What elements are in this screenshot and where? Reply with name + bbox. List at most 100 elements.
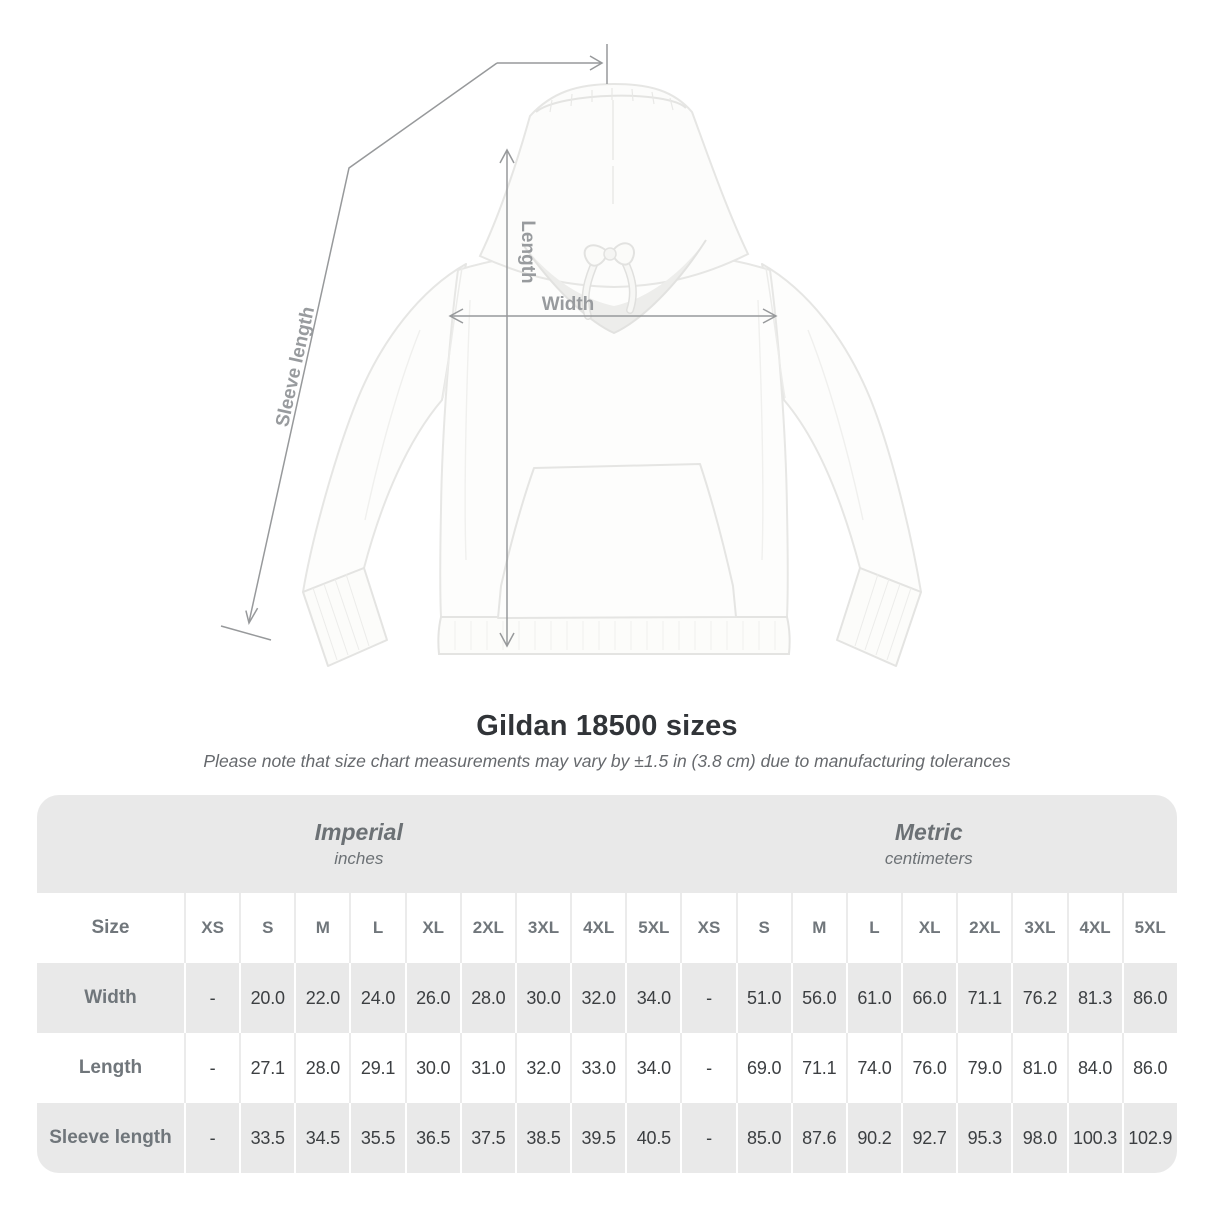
cell: 20.0 [239, 963, 294, 1033]
cell: 86.0 [1121, 963, 1177, 1033]
table-row-sleeve-length: Sleeve length - 33.5 34.5 35.5 36.5 37.5… [37, 1103, 1177, 1173]
cell: - [680, 963, 735, 1033]
size-col-header: XL [901, 893, 956, 963]
size-col-header: XL [404, 893, 460, 963]
cell: 71.1 [956, 963, 1011, 1033]
size-col-header: 4XL [570, 893, 625, 963]
cell: 27.1 [239, 1033, 294, 1103]
cell: 22.0 [294, 963, 349, 1033]
cell: 32.0 [514, 1033, 570, 1103]
cell: 81.0 [1011, 1033, 1066, 1103]
cell: 31.0 [459, 1033, 515, 1103]
cell: 86.0 [1121, 1033, 1177, 1103]
size-col-header: 3XL [514, 893, 570, 963]
cell: 84.0 [1066, 1033, 1122, 1103]
cell: 98.0 [1011, 1103, 1066, 1173]
hoodie-diagram-svg: Length Width Sleeve length [220, 44, 922, 667]
cell: 39.5 [570, 1103, 625, 1173]
cell: 35.5 [349, 1103, 404, 1173]
cell: - [184, 1103, 239, 1173]
cell: - [184, 963, 239, 1033]
sleeve-length-arrow [220, 44, 608, 641]
size-col-header: 3XL [1011, 893, 1066, 963]
length-label: Length [517, 220, 538, 283]
cell: 36.5 [404, 1103, 460, 1173]
cell: - [680, 1103, 735, 1173]
cell: 34.0 [625, 1033, 680, 1103]
table-row-length: Length - 27.1 28.0 29.1 30.0 31.0 32.0 3… [37, 1033, 1177, 1103]
size-col-header: 2XL [956, 893, 1011, 963]
metric-header: Metric centimeters [681, 795, 1177, 893]
cell: 76.0 [901, 1033, 956, 1103]
metric-subtitle: centimeters [884, 849, 973, 868]
hoodie-illustration [302, 82, 922, 667]
cell: 102.9 [1121, 1103, 1177, 1173]
tolerance-note: Please note that size chart measurements… [203, 751, 1011, 771]
cell: 40.5 [625, 1103, 680, 1173]
cell: 33.5 [239, 1103, 294, 1173]
cell: 28.0 [294, 1033, 349, 1103]
metric-title: Metric [894, 819, 963, 845]
size-col-header: M [790, 893, 846, 963]
cell: 66.0 [901, 963, 956, 1033]
cell: 69.0 [735, 1033, 791, 1103]
cell: 34.5 [294, 1103, 349, 1173]
units-header-row: Imperial inches Metric centimeters [37, 795, 1177, 893]
measurement-arrows [220, 44, 778, 648]
size-col-header: M [294, 893, 349, 963]
size-chart-table: Imperial inches Metric centimeters Size … [37, 795, 1177, 1173]
cell: 85.0 [735, 1103, 791, 1173]
row-label: Sleeve length [49, 1127, 172, 1148]
cell: 37.5 [459, 1103, 515, 1173]
table-row-width: Width - 20.0 22.0 24.0 26.0 28.0 30.0 32… [37, 963, 1177, 1033]
cell: 100.3 [1066, 1103, 1122, 1173]
cell: - [184, 1033, 239, 1103]
width-arrow [448, 308, 778, 324]
imperial-title: Imperial [314, 819, 403, 845]
cell: 76.2 [1011, 963, 1066, 1033]
size-header-row: Size XS S M L XL 2XL 3XL 4XL 5XL XS S M … [37, 893, 1177, 963]
cell: 24.0 [349, 963, 404, 1033]
cell: 81.3 [1066, 963, 1122, 1033]
hoodie-size-diagram: Length Width Sleeve length [220, 44, 922, 667]
cell: 26.0 [404, 963, 460, 1033]
size-col-header: L [845, 893, 901, 963]
size-col-header: 5XL [1121, 893, 1177, 963]
cell: 56.0 [790, 963, 846, 1033]
size-col-header: 5XL [625, 893, 680, 963]
page-title: Gildan 18500 sizes [476, 710, 738, 742]
cell: 51.0 [735, 963, 791, 1033]
cell: 74.0 [845, 1033, 901, 1103]
cell: 92.7 [901, 1103, 956, 1173]
cell: 87.6 [790, 1103, 846, 1173]
size-col-header: L [349, 893, 404, 963]
size-col-header: XS [680, 893, 735, 963]
imperial-subtitle: inches [334, 849, 384, 868]
row-label: Length [78, 1057, 143, 1078]
imperial-header: Imperial inches [37, 795, 681, 893]
size-header-cell: Size [91, 917, 130, 938]
cell: 71.1 [790, 1033, 846, 1103]
size-col-header: 2XL [459, 893, 515, 963]
cell: 30.0 [514, 963, 570, 1033]
sleeve-length-label: Sleeve length [272, 305, 319, 429]
cell: - [680, 1033, 735, 1103]
cell: 95.3 [956, 1103, 1011, 1173]
cell: 38.5 [514, 1103, 570, 1173]
size-col-header: 4XL [1066, 893, 1122, 963]
row-label: Width [84, 987, 137, 1008]
cell: 29.1 [349, 1033, 404, 1103]
cell: 61.0 [845, 963, 901, 1033]
cell: 34.0 [625, 963, 680, 1033]
size-col-header: XS [184, 893, 239, 963]
cell: 90.2 [845, 1103, 901, 1173]
cell: 32.0 [570, 963, 625, 1033]
cell: 33.0 [570, 1033, 625, 1103]
size-col-header: S [239, 893, 294, 963]
cell: 30.0 [404, 1033, 460, 1103]
size-col-header: S [735, 893, 791, 963]
cell: 79.0 [956, 1033, 1011, 1103]
width-label: Width [542, 294, 595, 315]
cell: 28.0 [459, 963, 515, 1033]
length-arrow [499, 148, 515, 648]
